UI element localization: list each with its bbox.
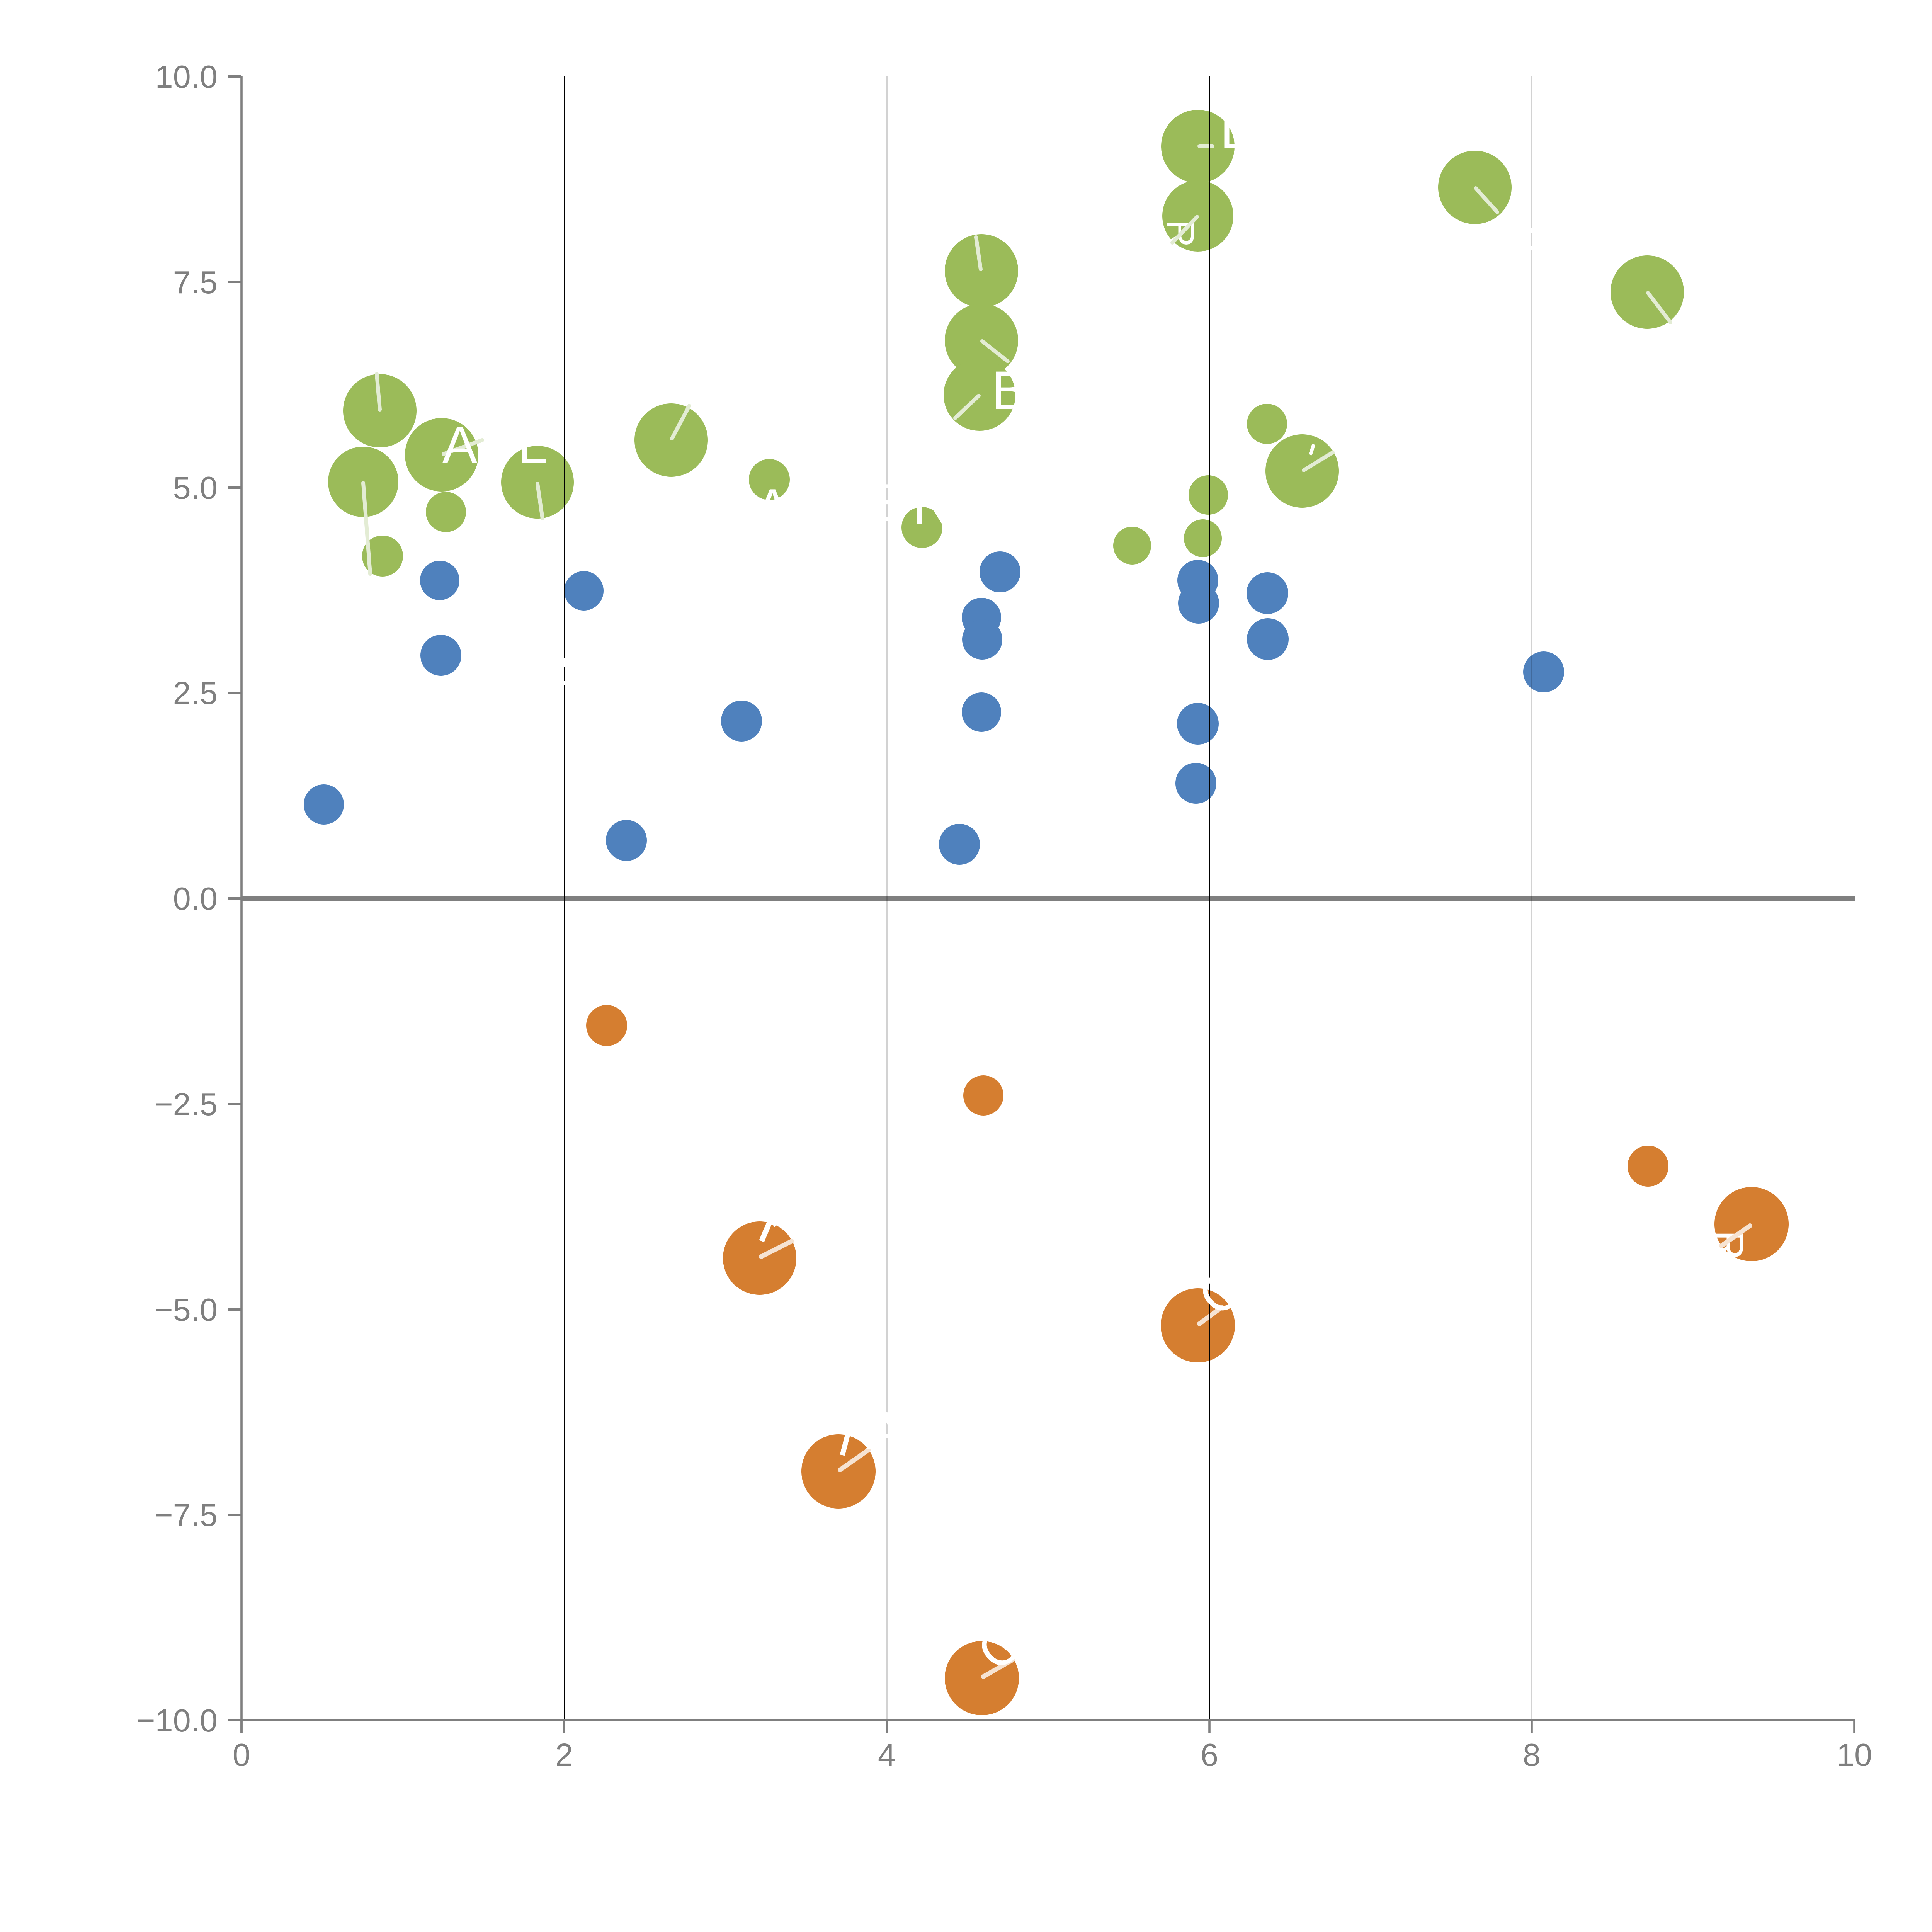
svg-text:B: B [992, 360, 1027, 420]
svg-text:−7.5: −7.5 [154, 1497, 218, 1533]
svg-text:0: 0 [233, 1737, 250, 1773]
svg-text:−10.0: −10.0 [136, 1702, 218, 1738]
svg-text:6: 6 [1201, 1737, 1218, 1773]
svg-text:−2.5: −2.5 [154, 1086, 218, 1122]
svg-text:L: L [1220, 99, 1250, 160]
svg-text:7.5: 7.5 [173, 264, 218, 300]
svg-text:E: E [861, 473, 896, 533]
svg-text:2: 2 [555, 1737, 573, 1773]
svg-text:A: A [755, 478, 790, 537]
svg-text:0.0: 0.0 [173, 881, 218, 917]
svg-text:L: L [518, 414, 548, 475]
svg-text:5.0: 5.0 [173, 470, 218, 506]
svg-text:A: A [442, 415, 478, 474]
svg-text:−5.0: −5.0 [154, 1292, 218, 1328]
svg-text:8: 8 [1523, 1737, 1541, 1773]
svg-text:2.5: 2.5 [173, 675, 218, 711]
svg-text:R: R [1706, 1230, 1752, 1260]
svg-text:10.0: 10.0 [155, 59, 218, 95]
svg-text:4: 4 [878, 1737, 896, 1773]
svg-text:N: N [913, 474, 952, 536]
svg-text:10: 10 [1837, 1737, 1872, 1773]
svg-text:A: A [866, 1400, 902, 1461]
